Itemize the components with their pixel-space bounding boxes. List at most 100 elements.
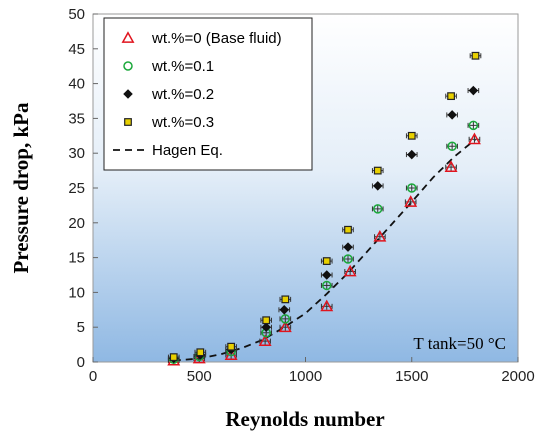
point-marker bbox=[404, 195, 418, 207]
data-point bbox=[260, 322, 272, 332]
data-point bbox=[320, 270, 333, 280]
data-point bbox=[371, 204, 384, 214]
point-marker bbox=[343, 254, 353, 264]
legend-label: wt.%=0.1 bbox=[151, 58, 214, 75]
data-point bbox=[371, 181, 384, 191]
data-point bbox=[279, 314, 292, 324]
point-marker bbox=[262, 316, 271, 325]
data-point bbox=[405, 183, 418, 193]
point-marker bbox=[447, 92, 455, 101]
data-point bbox=[467, 85, 480, 96]
point-marker bbox=[258, 334, 272, 347]
legend: wt.%=0 (Base fluid) wt.%=0.1 wt.%=0.2 wt.%=… bbox=[103, 17, 313, 171]
data-point bbox=[405, 131, 418, 140]
point-marker bbox=[373, 229, 387, 242]
data-point bbox=[260, 316, 272, 325]
legend-item: wt.%=0.3 bbox=[124, 114, 214, 131]
legend-item: wt.%=0.1 bbox=[123, 58, 214, 75]
point-marker bbox=[467, 132, 481, 145]
y-tick-label: 35 bbox=[68, 110, 85, 127]
point-marker bbox=[261, 322, 271, 332]
point-marker bbox=[278, 320, 292, 333]
legend-item: wt.%=0 (Base fluid) bbox=[121, 30, 282, 47]
point-marker bbox=[373, 166, 382, 175]
y-tick-label: 15 bbox=[68, 250, 85, 267]
data-point bbox=[371, 166, 384, 175]
data-point bbox=[467, 132, 481, 145]
point-marker bbox=[281, 295, 290, 304]
point-marker bbox=[280, 314, 291, 324]
data-point bbox=[258, 334, 272, 347]
point-marker bbox=[322, 280, 332, 291]
legend-swatch bbox=[124, 118, 132, 126]
point-marker bbox=[322, 257, 331, 265]
data-point bbox=[320, 280, 333, 291]
point-marker bbox=[169, 353, 178, 362]
y-tick-label: 5 bbox=[77, 319, 85, 336]
point-marker bbox=[406, 149, 417, 160]
data-point bbox=[194, 348, 207, 357]
data-point bbox=[446, 110, 458, 120]
legend-label: wt.%=0.2 bbox=[151, 86, 214, 103]
y-tick-label: 10 bbox=[68, 284, 85, 301]
data-point bbox=[279, 295, 292, 304]
point-marker bbox=[447, 110, 457, 120]
x-tick-label: 500 bbox=[187, 368, 212, 385]
y-tick-label: 20 bbox=[68, 215, 85, 232]
legend-label: wt.%=0.3 bbox=[151, 114, 214, 131]
legend-item: Hagen Eq. bbox=[113, 142, 223, 159]
point-marker bbox=[447, 141, 457, 151]
legend-box bbox=[103, 17, 313, 171]
x-tick-label: 1500 bbox=[395, 368, 428, 385]
point-marker bbox=[468, 85, 479, 96]
y-axis-title: Pressure drop, kPa bbox=[9, 102, 33, 273]
point-marker bbox=[279, 305, 290, 315]
x-axis-title: Reynolds number bbox=[225, 407, 384, 431]
data-point bbox=[167, 353, 180, 362]
legend-swatch bbox=[121, 31, 135, 43]
point-marker bbox=[471, 51, 480, 60]
y-tick-label: 30 bbox=[68, 145, 85, 162]
point-marker bbox=[343, 264, 357, 277]
axis-ticks: 0 500 1000 1500 2000 0 5 10 15 20 25 30 35 40 45 50 bbox=[68, 6, 534, 385]
data-point bbox=[278, 320, 292, 333]
x-tick-label: 2000 bbox=[501, 368, 534, 385]
point-marker bbox=[320, 299, 334, 312]
data-point bbox=[445, 92, 457, 101]
point-marker bbox=[407, 183, 417, 193]
data-point bbox=[278, 305, 291, 315]
point-marker bbox=[227, 342, 236, 351]
legend-swatch bbox=[123, 89, 133, 99]
legend-label: wt.%=0 (Base fluid) bbox=[151, 30, 282, 47]
data-point bbox=[343, 264, 357, 277]
annotation-label: T tank=50 °C bbox=[413, 334, 506, 353]
data-point bbox=[320, 299, 334, 312]
data-point bbox=[469, 51, 482, 60]
point-marker bbox=[407, 131, 416, 140]
data-point bbox=[342, 254, 354, 264]
data-point bbox=[342, 225, 354, 234]
legend-swatch bbox=[123, 61, 133, 71]
point-marker bbox=[343, 242, 353, 252]
point-marker bbox=[444, 160, 458, 173]
data-point bbox=[320, 257, 333, 265]
point-marker bbox=[196, 348, 205, 357]
point-marker bbox=[344, 225, 352, 234]
y-tick-label: 40 bbox=[68, 76, 85, 93]
y-tick-label: 0 bbox=[77, 354, 85, 371]
y-tick-label: 45 bbox=[68, 41, 85, 58]
data-point bbox=[404, 195, 418, 207]
data-point bbox=[373, 229, 387, 242]
data-point bbox=[446, 141, 458, 151]
data-point bbox=[342, 242, 354, 252]
data-point bbox=[225, 342, 237, 351]
legend-label: Hagen Eq. bbox=[152, 142, 223, 159]
point-marker bbox=[321, 270, 332, 280]
data-point bbox=[444, 160, 458, 173]
x-tick-label: 1000 bbox=[289, 368, 322, 385]
point-marker bbox=[373, 204, 383, 214]
y-tick-label: 25 bbox=[68, 180, 85, 197]
point-marker bbox=[468, 120, 479, 131]
data-points bbox=[167, 51, 482, 366]
